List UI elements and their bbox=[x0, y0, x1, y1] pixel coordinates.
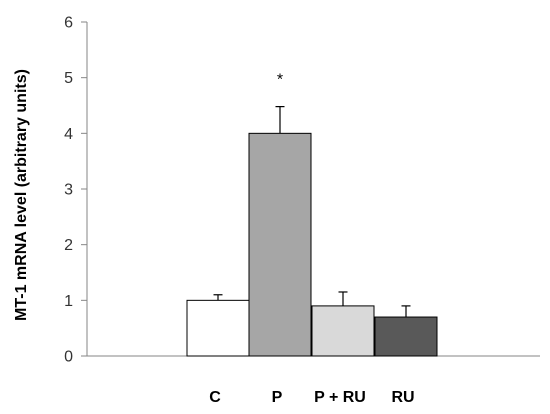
category-labels: C P P + RU RU bbox=[209, 389, 414, 406]
y-tick-label: 0 bbox=[64, 349, 73, 366]
y-tick-label: 4 bbox=[64, 126, 73, 143]
bar-ru bbox=[374, 316, 438, 357]
y-tick-label: 6 bbox=[64, 15, 73, 32]
y-tick-label: 3 bbox=[64, 182, 73, 199]
error-bar bbox=[213, 294, 223, 301]
error-bar bbox=[338, 291, 348, 306]
y-ticks: 0 1 2 3 4 5 6 bbox=[64, 15, 87, 366]
y-tick-label: 5 bbox=[64, 70, 73, 87]
bar-p-ru bbox=[311, 305, 375, 357]
y-tick-label: 2 bbox=[64, 237, 73, 254]
annotations: * bbox=[277, 72, 283, 89]
significance-star: * bbox=[277, 72, 283, 89]
category-label: C bbox=[209, 389, 221, 406]
category-label: P + RU bbox=[314, 389, 366, 406]
y-axis-title: MT-1 mRNA level (arbitrary units) bbox=[13, 69, 30, 321]
bar-c bbox=[186, 299, 250, 357]
error-bar bbox=[275, 106, 285, 134]
y-tick-label: 1 bbox=[64, 293, 73, 310]
bar-p bbox=[248, 132, 312, 357]
category-label: RU bbox=[391, 389, 414, 406]
error-bar bbox=[401, 305, 411, 318]
category-label: P bbox=[272, 389, 283, 406]
error-bars bbox=[213, 106, 411, 318]
bars bbox=[186, 132, 438, 357]
